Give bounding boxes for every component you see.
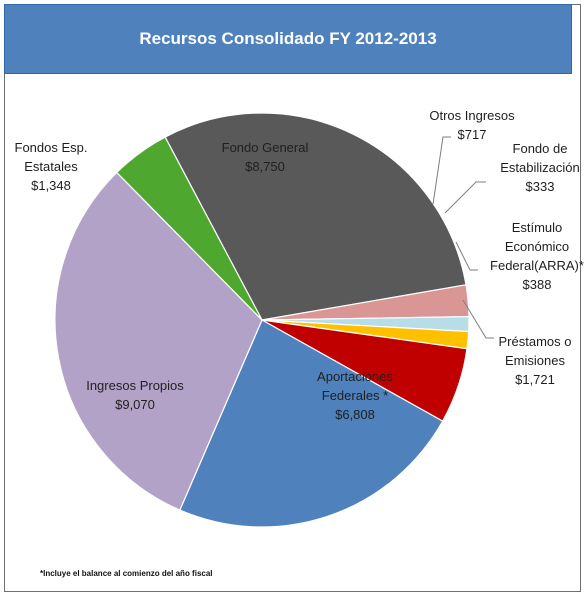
chart-footnote: *Incluye el balance al comienzo del año …	[40, 569, 213, 578]
leader-line-3	[455, 241, 478, 271]
slice-value: $388	[523, 277, 552, 292]
leader-line-2	[444, 181, 486, 214]
slice-name: Estabilización	[500, 160, 580, 175]
slice-value: $1,721	[515, 372, 555, 387]
slice-value: $6,808	[335, 407, 375, 422]
leader-line-4	[462, 299, 494, 339]
slice-label-4: Préstamos o Emisiones $1,721	[499, 334, 572, 387]
slice-name: Federal(ARRA)*	[490, 258, 584, 273]
slice-name: Federales *	[322, 388, 388, 403]
slice-label-5: Aportaciones Federales * $6,808	[317, 369, 393, 422]
slice-name: Estatales	[24, 159, 78, 174]
slice-value: $9,070	[115, 397, 155, 412]
slice-label-7: Fondos Esp. Estatales $1,348	[15, 140, 88, 193]
slice-name: Fondo General	[222, 140, 309, 155]
slice-name: Otros Ingresos	[429, 108, 515, 123]
slice-name: Económico	[505, 239, 569, 254]
slice-label-3: Estímulo Económico Federal(ARRA)* $388	[490, 220, 584, 292]
pie-slice-7	[115, 136, 263, 321]
slice-label-0: Fondo General $8,750	[222, 140, 309, 174]
pie-slice-5	[179, 319, 444, 528]
slice-name: Emisiones	[505, 353, 565, 368]
slice-label-2: Fondo de Estabilización $333	[500, 141, 580, 194]
slice-name: Aportaciones	[317, 369, 393, 384]
slice-label-1: Otros Ingresos $717	[429, 108, 515, 142]
pie-slice-6	[54, 171, 263, 511]
slice-name: Fondos Esp.	[15, 140, 88, 155]
slice-name: Fondo de	[513, 141, 568, 156]
chart-title: Recursos Consolidado FY 2012-2013	[139, 29, 437, 48]
slice-label-6: Ingresos Propios $9,070	[86, 378, 184, 412]
slice-value: $717	[458, 127, 487, 142]
slice-value: $8,750	[245, 159, 285, 174]
slice-name: Préstamos o	[499, 334, 572, 349]
pie-slice-0	[164, 112, 467, 321]
slice-value: $1,348	[31, 178, 71, 193]
slice-value: $333	[526, 179, 555, 194]
slice-name: Estímulo	[512, 220, 563, 235]
leader-line-1	[432, 136, 451, 205]
chart-title-bar: Recursos Consolidado FY 2012-2013	[4, 4, 572, 74]
slice-name: Ingresos Propios	[86, 378, 184, 393]
